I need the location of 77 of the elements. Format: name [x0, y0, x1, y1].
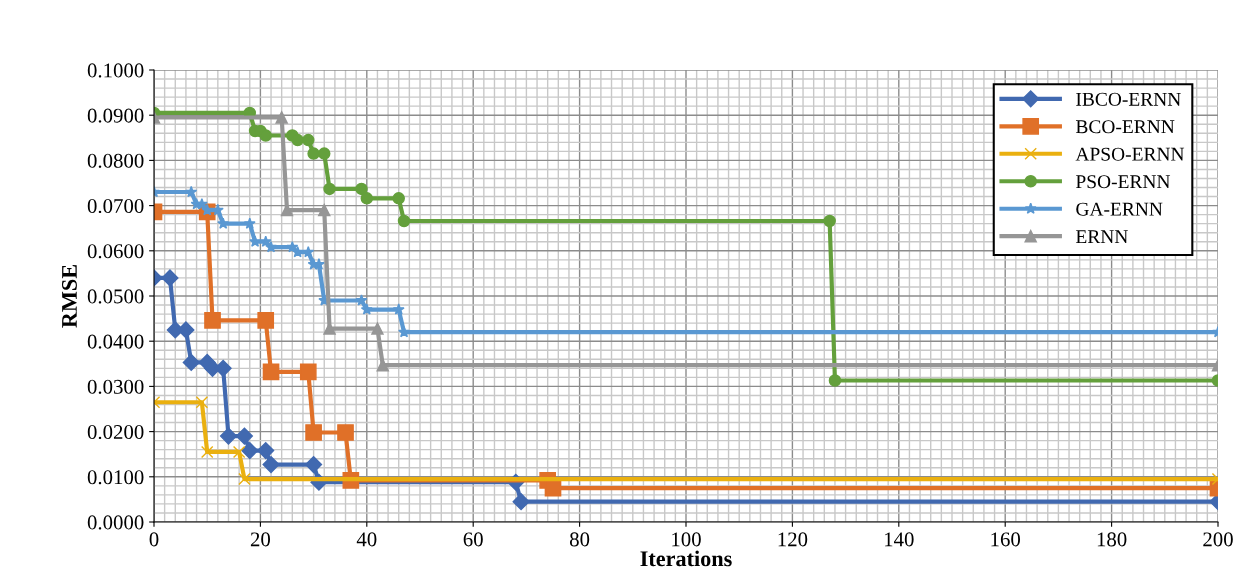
y-tick-label: 0.0900	[87, 108, 144, 123]
point	[259, 235, 272, 247]
point	[337, 424, 354, 441]
point	[355, 182, 368, 196]
point	[200, 445, 214, 459]
point	[392, 303, 405, 315]
point	[211, 203, 224, 216]
point	[302, 245, 315, 258]
y-tick-label: 0.1000	[87, 63, 144, 78]
y-axis-title: RMSE	[61, 265, 77, 328]
legend-label: ERNN	[1075, 230, 1128, 243]
point	[823, 214, 836, 228]
legend-label: GA-ERNN	[1076, 202, 1163, 216]
point	[323, 182, 336, 196]
point	[392, 192, 405, 205]
point	[828, 374, 842, 387]
point	[243, 217, 256, 229]
legend-label: PSO-ERNN	[1075, 175, 1171, 189]
x-tick-label: 100	[672, 532, 701, 547]
legend-label: APSO-ERNN	[1075, 147, 1185, 161]
y-tick-label: 0.0700	[87, 198, 144, 214]
point	[512, 493, 530, 511]
point	[182, 353, 200, 371]
y-tick-label: 0.0100	[87, 470, 144, 485]
point	[185, 185, 198, 198]
point	[235, 427, 253, 445]
point	[195, 395, 209, 409]
point	[299, 363, 317, 381]
legend-label: IBCO-ERNN	[1076, 92, 1181, 106]
y-tick-label: 0.0000	[87, 515, 144, 530]
point	[371, 322, 384, 335]
y-tick-label: 0.0300	[87, 379, 144, 394]
point	[262, 363, 280, 381]
x-tick-label: 40	[356, 532, 377, 547]
point	[259, 129, 272, 142]
point	[204, 312, 221, 329]
point	[249, 235, 262, 247]
y-tick-label: 0.0400	[87, 334, 144, 349]
point	[317, 203, 331, 217]
point	[241, 442, 259, 460]
point	[238, 472, 251, 486]
x-tick-label: 0	[149, 532, 159, 547]
point	[397, 214, 411, 228]
x-tick-label: 180	[1097, 532, 1127, 547]
point	[257, 312, 275, 329]
point	[219, 427, 238, 445]
x-axis-title: Iterations	[640, 550, 732, 567]
point	[317, 147, 331, 160]
point	[305, 424, 322, 441]
y-tick-label: 0.0800	[87, 153, 144, 168]
x-tick-label: 140	[885, 532, 914, 547]
x-tick-label: 80	[569, 532, 590, 547]
point	[262, 456, 280, 474]
point	[265, 240, 278, 253]
point	[307, 147, 320, 160]
x-tick-label: 20	[250, 532, 271, 547]
y-tick-label: 0.0500	[87, 289, 144, 304]
point	[232, 445, 246, 459]
point	[275, 111, 288, 124]
point	[257, 442, 275, 460]
x-tick-label: 60	[463, 532, 483, 547]
point	[360, 192, 374, 205]
point	[305, 456, 323, 474]
y-tick-label: 0.0600	[87, 244, 144, 259]
x-tick-label: 120	[778, 532, 808, 547]
point	[355, 294, 368, 306]
legend-label: BCO-ERNN	[1075, 120, 1175, 134]
point	[302, 133, 315, 147]
y-tick-label: 0.0200	[87, 424, 144, 440]
point	[398, 325, 411, 338]
point	[291, 245, 304, 258]
point	[291, 133, 304, 147]
point	[217, 217, 230, 229]
point	[161, 269, 179, 287]
x-tick-label: 200	[1203, 532, 1233, 547]
point	[360, 303, 373, 315]
x-tick-label: 160	[991, 532, 1021, 547]
